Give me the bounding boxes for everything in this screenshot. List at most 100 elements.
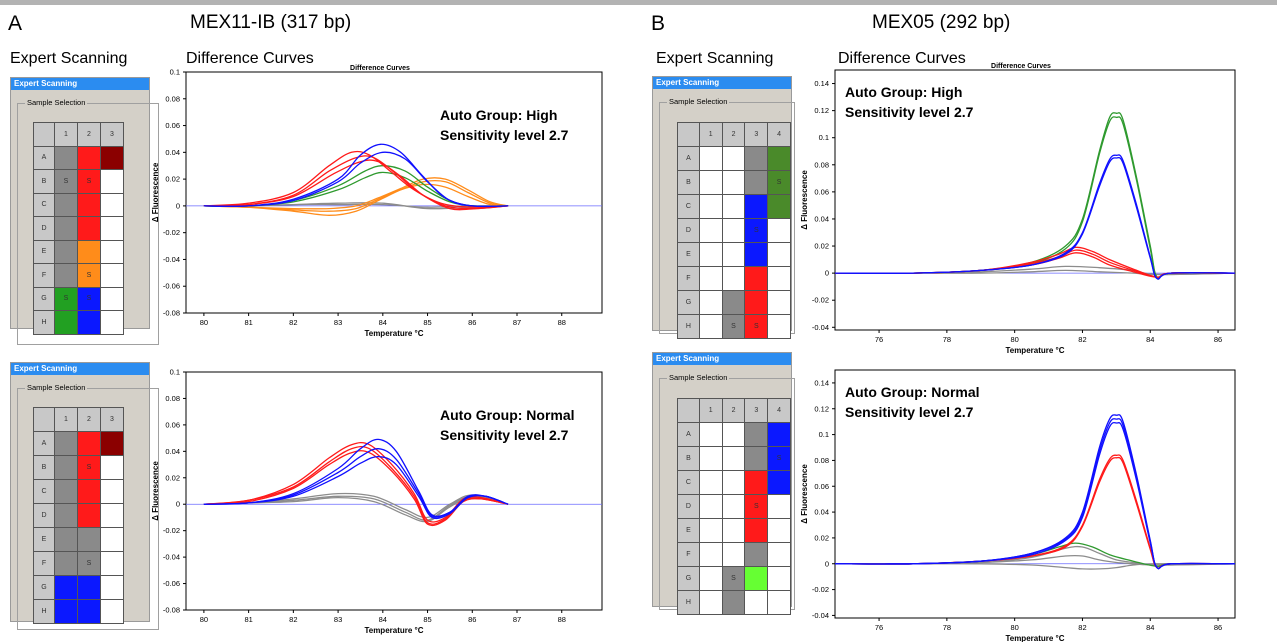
sample-well[interactable]: S [744, 494, 769, 519]
row-header[interactable]: D [33, 216, 55, 241]
row-header[interactable]: A [677, 422, 700, 447]
row-header[interactable]: C [677, 470, 700, 495]
sample-well[interactable] [767, 422, 791, 447]
sample-well[interactable] [100, 479, 124, 504]
column-header[interactable]: 2 [77, 122, 101, 147]
sample-well[interactable] [100, 216, 124, 241]
sample-well[interactable] [744, 518, 769, 543]
sample-well[interactable] [744, 290, 769, 315]
sample-well[interactable] [767, 314, 791, 339]
sample-well[interactable] [767, 290, 791, 315]
sample-well[interactable] [744, 542, 769, 567]
sample-well[interactable] [744, 590, 769, 615]
sample-well[interactable] [100, 310, 124, 335]
sample-well[interactable] [100, 599, 124, 624]
row-header[interactable]: G [33, 575, 55, 600]
row-header[interactable]: D [677, 494, 700, 519]
sample-well[interactable] [100, 431, 124, 456]
sample-well[interactable] [698, 146, 723, 171]
row-header[interactable]: A [33, 431, 55, 456]
column-header[interactable]: 3 [100, 407, 124, 432]
sample-well[interactable] [698, 542, 723, 567]
row-header[interactable]: E [677, 518, 700, 543]
row-header[interactable]: F [33, 551, 55, 576]
sample-well[interactable]: S [721, 566, 746, 591]
sample-well[interactable] [77, 575, 101, 600]
sample-well[interactable]: S [77, 263, 101, 288]
sample-well[interactable] [54, 575, 78, 600]
sample-well[interactable] [744, 194, 769, 219]
sample-well[interactable] [698, 194, 723, 219]
row-header[interactable]: F [677, 266, 700, 291]
sample-well[interactable] [77, 479, 101, 504]
sample-well[interactable] [721, 518, 746, 543]
row-header[interactable]: G [677, 290, 700, 315]
row-header[interactable]: H [33, 310, 55, 335]
sample-well[interactable] [100, 575, 124, 600]
sample-well[interactable] [721, 590, 746, 615]
sample-well[interactable] [698, 518, 723, 543]
row-header[interactable]: D [677, 218, 700, 243]
sample-well[interactable] [767, 242, 791, 267]
sample-well[interactable]: S [767, 170, 791, 195]
sample-well[interactable] [54, 503, 78, 528]
column-header[interactable]: 4 [767, 122, 791, 147]
row-header[interactable]: C [33, 192, 55, 217]
column-header[interactable]: 1 [698, 122, 723, 147]
row-header[interactable]: H [33, 599, 55, 624]
sample-well[interactable] [54, 216, 78, 241]
sample-well[interactable] [721, 494, 746, 519]
sample-well[interactable]: S [77, 455, 101, 480]
sample-well[interactable] [100, 169, 124, 194]
row-header[interactable]: H [677, 590, 700, 615]
sample-well[interactable] [54, 310, 78, 335]
sample-well[interactable] [100, 192, 124, 217]
column-header[interactable]: 2 [77, 407, 101, 432]
sample-well[interactable] [698, 566, 723, 591]
sample-well[interactable] [721, 218, 746, 243]
sample-well[interactable] [721, 194, 746, 219]
sample-well[interactable] [100, 263, 124, 288]
sample-well[interactable] [54, 551, 78, 576]
sample-well[interactable] [767, 266, 791, 291]
sample-well[interactable] [54, 263, 78, 288]
row-header[interactable]: E [677, 242, 700, 267]
sample-well[interactable] [698, 422, 723, 447]
sample-well[interactable] [767, 590, 791, 615]
column-header[interactable]: 2 [721, 122, 746, 147]
sample-well[interactable] [54, 239, 78, 264]
row-header[interactable]: B [33, 455, 55, 480]
sample-well[interactable] [744, 566, 769, 591]
sample-well[interactable] [744, 446, 769, 471]
sample-well[interactable] [744, 146, 769, 171]
sample-well[interactable] [698, 470, 723, 495]
sample-well[interactable]: S [77, 286, 101, 311]
sample-well[interactable] [744, 170, 769, 195]
sample-well[interactable] [721, 422, 746, 447]
sample-well[interactable] [721, 446, 746, 471]
row-header[interactable]: G [33, 286, 55, 311]
sample-well[interactable] [698, 446, 723, 471]
sample-well[interactable] [721, 242, 746, 267]
sample-well[interactable] [698, 170, 723, 195]
sample-well[interactable] [77, 431, 101, 456]
sample-well[interactable] [721, 542, 746, 567]
row-header[interactable]: F [33, 263, 55, 288]
column-header[interactable]: 3 [744, 398, 769, 423]
sample-well[interactable] [100, 145, 124, 170]
sample-well[interactable] [100, 551, 124, 576]
sample-well[interactable] [698, 314, 723, 339]
sample-well[interactable] [767, 494, 791, 519]
row-header[interactable]: A [33, 145, 55, 170]
row-header[interactable]: F [677, 542, 700, 567]
sample-well[interactable] [721, 266, 746, 291]
row-header[interactable]: B [33, 169, 55, 194]
sample-well[interactable] [744, 422, 769, 447]
sample-well[interactable] [698, 242, 723, 267]
column-header[interactable]: 1 [54, 407, 78, 432]
sample-well[interactable] [698, 590, 723, 615]
sample-well[interactable] [767, 542, 791, 567]
